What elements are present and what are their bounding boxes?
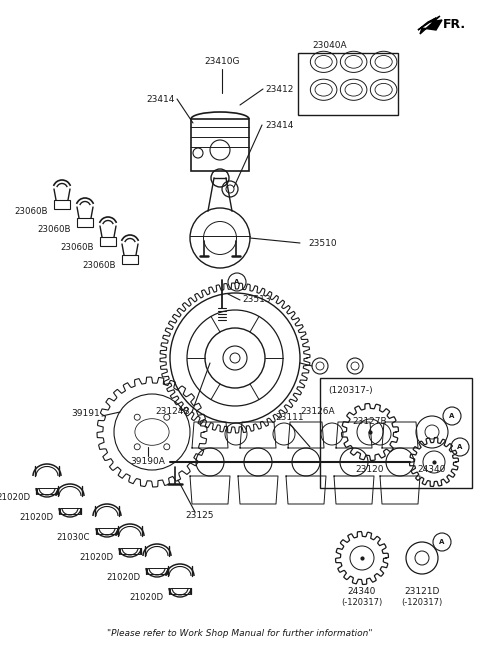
Bar bbox=[60, 508, 80, 514]
Text: 24340: 24340 bbox=[348, 587, 376, 596]
Polygon shape bbox=[418, 18, 436, 30]
Bar bbox=[54, 200, 70, 209]
Polygon shape bbox=[420, 16, 442, 34]
Text: 21020D: 21020D bbox=[19, 513, 53, 523]
Text: 23414: 23414 bbox=[265, 120, 293, 129]
Text: 23040A: 23040A bbox=[312, 41, 348, 50]
Text: A: A bbox=[457, 444, 463, 450]
Bar bbox=[298, 53, 398, 115]
Text: 23060B: 23060B bbox=[83, 262, 116, 271]
Bar bbox=[120, 548, 140, 554]
Text: 21020D: 21020D bbox=[129, 593, 163, 602]
Text: 23412: 23412 bbox=[265, 84, 293, 94]
Text: 21030C: 21030C bbox=[57, 534, 90, 543]
Text: A: A bbox=[449, 413, 455, 419]
Text: 23125: 23125 bbox=[186, 511, 214, 521]
Text: 23410G: 23410G bbox=[204, 58, 240, 67]
Bar bbox=[100, 237, 116, 246]
Text: 21020D: 21020D bbox=[106, 574, 140, 583]
Bar bbox=[147, 568, 167, 574]
Text: 23513: 23513 bbox=[242, 296, 271, 305]
Text: A: A bbox=[234, 279, 240, 285]
Text: (-120317): (-120317) bbox=[401, 598, 443, 606]
Text: 21020D: 21020D bbox=[79, 553, 113, 562]
Bar bbox=[37, 488, 57, 494]
Text: 23126A: 23126A bbox=[300, 407, 336, 417]
Bar bbox=[97, 528, 117, 534]
Bar bbox=[191, 119, 249, 171]
Bar bbox=[170, 588, 190, 594]
Text: 23121D: 23121D bbox=[404, 587, 440, 596]
Text: 23060B: 23060B bbox=[37, 224, 71, 233]
Text: 23510: 23510 bbox=[308, 239, 336, 247]
Text: 39191: 39191 bbox=[71, 409, 100, 419]
Text: (-120317): (-120317) bbox=[341, 598, 383, 606]
Text: 24340: 24340 bbox=[418, 466, 446, 475]
Text: 23124B: 23124B bbox=[156, 407, 190, 417]
Text: 39190A: 39190A bbox=[131, 458, 166, 466]
Text: A: A bbox=[439, 539, 444, 545]
Bar bbox=[122, 255, 138, 264]
Text: 21020D: 21020D bbox=[0, 494, 30, 502]
Text: (120317-): (120317-) bbox=[328, 386, 372, 395]
Text: 23060B: 23060B bbox=[60, 243, 94, 252]
Text: 23127B: 23127B bbox=[352, 417, 386, 426]
Text: 23111: 23111 bbox=[276, 413, 304, 422]
Text: "Please refer to Work Shop Manual for further information": "Please refer to Work Shop Manual for fu… bbox=[107, 629, 373, 638]
Bar bbox=[320, 378, 472, 488]
Text: FR.: FR. bbox=[443, 18, 466, 31]
Text: 23120: 23120 bbox=[356, 466, 384, 475]
Bar bbox=[77, 218, 93, 227]
Text: 23060B: 23060B bbox=[14, 207, 48, 216]
Text: 23414: 23414 bbox=[146, 94, 175, 103]
